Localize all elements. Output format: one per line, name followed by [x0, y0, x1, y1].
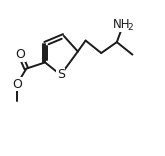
Text: NH: NH: [113, 18, 130, 32]
Text: O: O: [12, 78, 22, 91]
Text: O: O: [15, 48, 25, 61]
Text: S: S: [57, 68, 65, 81]
Text: 2: 2: [127, 23, 133, 32]
